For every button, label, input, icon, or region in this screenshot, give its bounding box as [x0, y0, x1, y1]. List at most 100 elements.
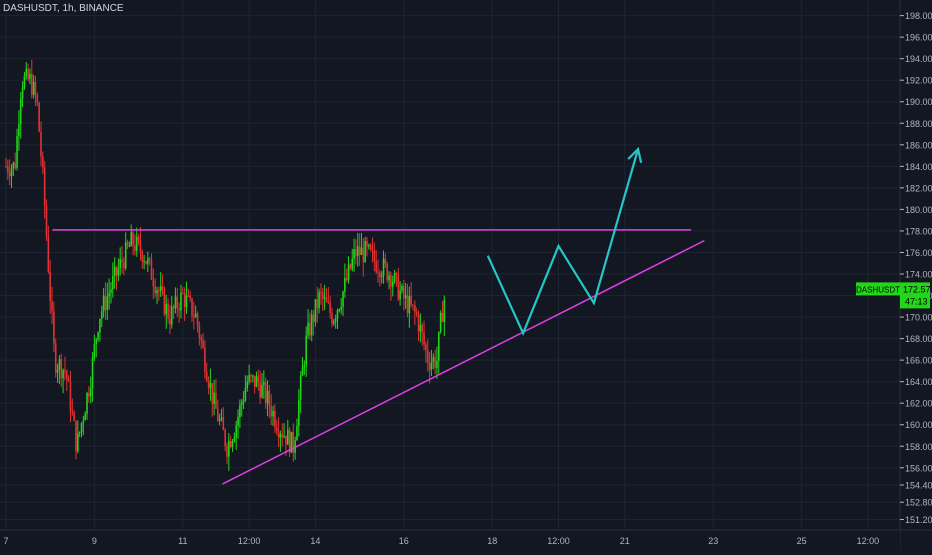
- candle-body: [143, 261, 145, 263]
- candle-body: [64, 369, 66, 372]
- candle-body: [393, 273, 396, 282]
- candle-body: [264, 382, 267, 404]
- candle-body: [279, 434, 282, 438]
- candle-body: [355, 249, 357, 256]
- candle-body: [377, 271, 379, 273]
- candle-body: [432, 357, 435, 363]
- candle-body: [167, 303, 169, 319]
- candle-body: [80, 423, 83, 433]
- candle-body: [224, 429, 226, 447]
- candle-body: [89, 387, 92, 397]
- candle-body: [156, 290, 158, 294]
- candle-body: [344, 277, 346, 292]
- candle-body: [259, 382, 261, 398]
- candle-body: [220, 417, 223, 420]
- candle-body: [185, 295, 188, 308]
- candle-body: [366, 241, 368, 247]
- candle-body: [204, 347, 206, 372]
- x-tick-label: 12:00: [857, 536, 880, 546]
- candle-body: [403, 286, 405, 299]
- candle-body: [417, 314, 420, 332]
- candle-body: [14, 162, 17, 168]
- candle-body: [178, 308, 180, 311]
- candle-body: [373, 250, 376, 262]
- candle-body: [82, 420, 85, 424]
- candle-body: [331, 313, 333, 324]
- candle-body: [174, 296, 177, 309]
- y-tick-label: 194.00: [905, 54, 932, 64]
- candle-body: [130, 232, 133, 247]
- candle-body: [40, 131, 42, 157]
- candle-body: [231, 441, 234, 448]
- candle-body: [242, 400, 245, 403]
- candle-body: [375, 261, 377, 272]
- candle-body: [169, 318, 171, 325]
- candle-body: [77, 433, 79, 452]
- candle-body: [62, 369, 64, 379]
- candle-body: [65, 371, 68, 380]
- candle-body: [67, 379, 70, 382]
- candle-body: [356, 246, 359, 256]
- x-tick-label: 7: [3, 536, 8, 546]
- candle-body: [99, 319, 101, 333]
- y-tick-label: 156.00: [905, 463, 932, 473]
- candle-body: [163, 289, 166, 315]
- candle-body: [53, 311, 55, 344]
- candle-body: [100, 311, 103, 320]
- candle-body: [312, 314, 315, 322]
- candle-body: [303, 365, 306, 368]
- candle-body: [165, 303, 168, 315]
- candle-body: [117, 268, 120, 276]
- candle-body: [248, 375, 250, 382]
- candle-body: [430, 362, 433, 370]
- candle-body: [176, 296, 179, 309]
- symbol-badge-label: DASHUSDT: [856, 285, 900, 294]
- candle-body: [150, 259, 153, 280]
- candle-body: [137, 236, 140, 241]
- candle-body: [16, 136, 18, 168]
- candle-body: [426, 349, 429, 364]
- candle-body: [285, 435, 287, 445]
- candle-body: [43, 167, 46, 206]
- ascending-trendline[interactable]: [222, 239, 705, 485]
- candle-body: [439, 312, 442, 332]
- candle-body: [91, 357, 94, 388]
- candle-body: [235, 425, 238, 438]
- candle-body: [218, 419, 221, 421]
- candle-body: [250, 375, 252, 377]
- y-tick-label: 174.00: [905, 269, 932, 279]
- chart-title: DASHUSDT, 1h, BINANCE: [3, 3, 124, 14]
- candle-body: [45, 205, 48, 237]
- projection-path[interactable]: [486, 148, 640, 336]
- candle-body: [207, 380, 210, 388]
- candle-body: [307, 322, 309, 336]
- candle-body: [115, 266, 118, 276]
- x-tick-label: 14: [310, 536, 320, 546]
- candle-body: [30, 73, 33, 95]
- candle-body: [237, 417, 239, 426]
- symbol-badge: [856, 282, 900, 296]
- candle-body: [187, 295, 190, 297]
- candle-body: [121, 259, 123, 263]
- y-tick-label: 192.00: [905, 76, 932, 86]
- candle-body: [434, 357, 436, 368]
- candle-body: [141, 251, 144, 262]
- candle-body: [182, 292, 184, 294]
- y-tick-label: 168.00: [905, 334, 932, 344]
- candle-body: [240, 402, 243, 405]
- candle-body: [86, 393, 88, 414]
- candle-body: [19, 98, 22, 125]
- candle-body: [170, 306, 173, 325]
- candle-body: [84, 413, 86, 421]
- candle-body: [49, 271, 51, 301]
- candle-body: [437, 331, 440, 361]
- candle-body: [216, 408, 219, 421]
- candle-body: [193, 316, 195, 318]
- candle-body: [268, 390, 271, 407]
- candle-body: [21, 87, 24, 99]
- candle-body: [410, 296, 412, 305]
- candle-body: [128, 246, 131, 248]
